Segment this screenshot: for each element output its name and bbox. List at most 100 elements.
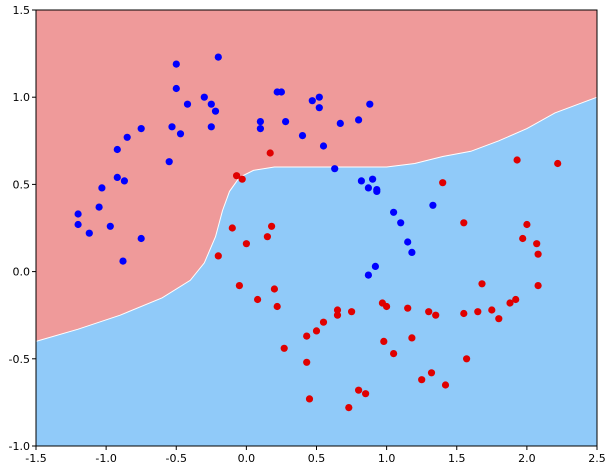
data-point-series-0 bbox=[408, 248, 416, 256]
data-point-series-0 bbox=[315, 104, 323, 112]
data-point-series-0 bbox=[355, 116, 363, 124]
data-point-series-1 bbox=[263, 233, 271, 241]
y-tick-label: 0.0 bbox=[13, 266, 31, 279]
data-point-series-1 bbox=[427, 369, 436, 377]
x-tick-label: 1.5 bbox=[448, 452, 466, 465]
y-tick-label: -0.5 bbox=[9, 353, 30, 366]
data-point-series-1 bbox=[345, 404, 353, 412]
data-point-series-1 bbox=[474, 308, 482, 316]
y-tick-label: 1.5 bbox=[13, 4, 31, 17]
data-point-series-1 bbox=[523, 220, 531, 229]
data-point-series-1 bbox=[303, 332, 311, 340]
data-point-series-0 bbox=[404, 238, 412, 246]
data-point-series-0 bbox=[172, 84, 180, 93]
data-point-series-1 bbox=[348, 308, 356, 316]
data-point-series-0 bbox=[207, 123, 215, 131]
data-point-series-0 bbox=[113, 173, 121, 181]
data-point-series-0 bbox=[397, 219, 405, 227]
data-point-series-1 bbox=[460, 219, 468, 227]
data-point-series-0 bbox=[214, 53, 222, 61]
y-tick-label: -1.0 bbox=[9, 440, 30, 453]
data-point-series-0 bbox=[277, 88, 285, 96]
data-point-series-0 bbox=[366, 100, 374, 108]
data-point-series-1 bbox=[512, 295, 520, 304]
x-tick-label: -1.5 bbox=[25, 452, 46, 465]
data-point-series-1 bbox=[235, 282, 243, 290]
data-point-series-1 bbox=[242, 240, 250, 248]
data-point-series-0 bbox=[120, 177, 128, 185]
data-point-series-1 bbox=[554, 159, 562, 168]
data-point-series-1 bbox=[270, 285, 278, 293]
data-point-series-0 bbox=[183, 100, 192, 108]
data-point-series-0 bbox=[315, 93, 323, 101]
data-point-series-0 bbox=[357, 177, 365, 185]
data-point-series-1 bbox=[280, 344, 288, 352]
data-point-series-1 bbox=[519, 234, 527, 243]
data-point-series-1 bbox=[404, 304, 412, 312]
data-point-series-0 bbox=[369, 175, 377, 183]
y-tick-label: 1.0 bbox=[13, 91, 31, 104]
data-point-series-1 bbox=[488, 306, 496, 314]
data-point-series-1 bbox=[214, 252, 222, 260]
data-point-series-1 bbox=[238, 175, 246, 183]
x-tick-label: 2.5 bbox=[588, 452, 606, 465]
data-point-series-1 bbox=[534, 250, 542, 258]
data-point-series-0 bbox=[390, 208, 398, 216]
data-point-series-0 bbox=[211, 107, 220, 115]
data-point-series-1 bbox=[380, 337, 388, 345]
data-point-series-0 bbox=[308, 97, 316, 105]
data-point-series-0 bbox=[371, 262, 379, 270]
data-point-series-0 bbox=[319, 142, 328, 150]
data-point-series-0 bbox=[113, 145, 121, 154]
data-point-series-1 bbox=[495, 315, 503, 323]
x-tick-label: 0.0 bbox=[238, 452, 256, 465]
y-tick-label: 0.5 bbox=[13, 178, 31, 191]
data-point-series-1 bbox=[312, 327, 321, 335]
data-point-series-1 bbox=[303, 358, 311, 366]
scatter-points bbox=[74, 53, 562, 412]
data-point-series-1 bbox=[273, 302, 281, 311]
data-point-series-0 bbox=[85, 229, 93, 237]
data-point-series-0 bbox=[106, 222, 114, 230]
data-point-series-0 bbox=[95, 203, 103, 211]
data-point-series-1 bbox=[534, 282, 542, 290]
data-point-series-1 bbox=[533, 240, 541, 248]
data-point-series-1 bbox=[333, 306, 342, 314]
data-point-series-1 bbox=[460, 309, 468, 318]
data-point-series-0 bbox=[98, 184, 106, 192]
data-point-series-1 bbox=[441, 381, 450, 389]
data-point-series-0 bbox=[429, 201, 437, 209]
region-class-1 bbox=[35, 96, 598, 447]
data-point-series-0 bbox=[373, 187, 381, 195]
x-tick-label: -1.0 bbox=[95, 452, 116, 465]
data-point-series-0 bbox=[172, 60, 180, 68]
data-point-series-0 bbox=[137, 125, 145, 133]
data-point-series-1 bbox=[478, 280, 486, 288]
data-point-series-0 bbox=[256, 118, 264, 126]
data-point-series-1 bbox=[390, 350, 398, 358]
x-tick-label: -0.5 bbox=[166, 452, 187, 465]
plot-area bbox=[35, 9, 598, 447]
data-point-series-0 bbox=[298, 132, 307, 140]
data-point-series-1 bbox=[305, 395, 314, 403]
data-point-series-1 bbox=[266, 149, 274, 157]
y-axis: -1.0 -0.5 0.0 0.5 1.0 1.5 bbox=[9, 4, 36, 453]
data-point-series-0 bbox=[119, 257, 127, 265]
data-point-series-0 bbox=[74, 210, 82, 218]
data-point-series-0 bbox=[364, 184, 372, 192]
data-point-series-1 bbox=[268, 222, 276, 230]
x-axis: -1.5 -1.0 -0.5 0.0 0.5 1.0 1.5 2.0 2.5 bbox=[25, 446, 606, 465]
data-point-series-0 bbox=[200, 93, 208, 101]
data-point-series-0 bbox=[123, 133, 131, 141]
data-point-series-1 bbox=[408, 334, 416, 342]
data-point-series-1 bbox=[506, 299, 514, 307]
data-point-series-1 bbox=[418, 376, 426, 384]
x-tick-label: 0.5 bbox=[308, 452, 326, 465]
data-point-series-1 bbox=[233, 172, 241, 180]
data-point-series-0 bbox=[137, 234, 145, 243]
data-point-series-0 bbox=[336, 119, 344, 127]
data-point-series-0 bbox=[176, 130, 185, 138]
data-point-series-1 bbox=[333, 311, 342, 319]
data-point-series-0 bbox=[331, 165, 339, 173]
